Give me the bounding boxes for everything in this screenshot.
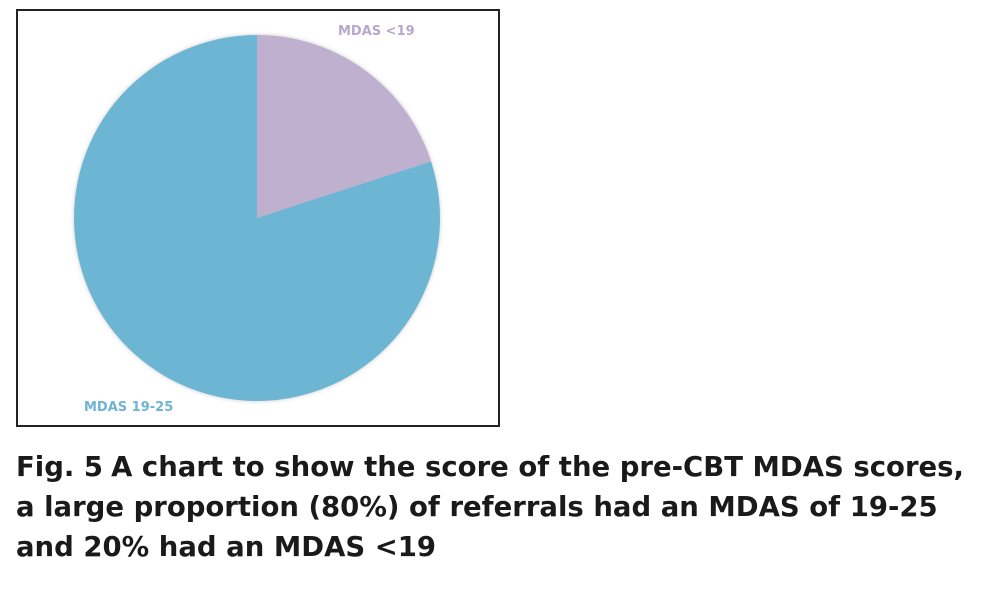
pie-chart: [74, 35, 441, 401]
chart-frame: MDAS <19 MDAS 19-25: [16, 9, 500, 427]
slice-label-mdas-19-25: MDAS 19-25: [84, 400, 174, 415]
caption-text: A chart to show the score of the pre-CBT…: [16, 451, 964, 563]
slice-label-mdas-under-19: MDAS <19: [338, 24, 415, 39]
pie-slice-1: [74, 35, 441, 401]
pie-slice-0: [257, 35, 432, 218]
figure-number: Fig. 5: [16, 451, 104, 483]
